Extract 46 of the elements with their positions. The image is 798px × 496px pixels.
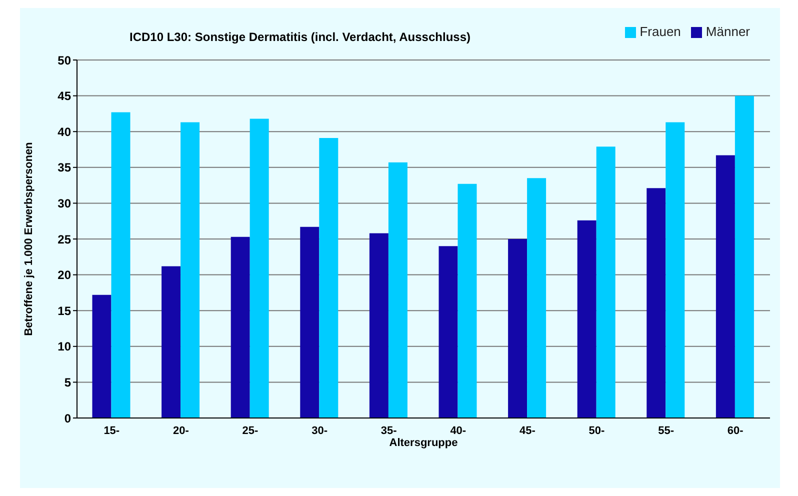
bar <box>319 138 338 418</box>
bar <box>92 294 112 418</box>
x-tick-label: 45- <box>519 424 536 437</box>
x-tick-label: 60- <box>727 424 744 437</box>
bar <box>388 162 408 418</box>
bar <box>577 220 596 418</box>
bar <box>646 188 666 418</box>
bar <box>527 178 546 418</box>
x-tick-label: 55- <box>658 424 674 437</box>
bar <box>734 96 754 418</box>
y-tick-label: 40 <box>58 124 72 139</box>
y-tick-label: 20 <box>58 268 72 282</box>
x-tick-label: 30- <box>312 424 328 437</box>
bar <box>458 184 477 418</box>
y-tick-label: 0 <box>64 411 72 426</box>
bar <box>111 112 130 418</box>
x-axis-title: Altersgruppe <box>389 437 458 449</box>
bar <box>180 122 200 418</box>
y-tick-label: 45 <box>58 89 72 104</box>
bar <box>438 246 458 418</box>
bar <box>508 239 528 418</box>
y-tick-label: 5 <box>64 375 72 390</box>
x-tick-label: 15- <box>104 424 120 437</box>
x-tick-label: 40- <box>450 424 466 437</box>
bar <box>250 118 269 418</box>
bar <box>230 236 250 418</box>
y-tick-label: 50 <box>58 53 72 68</box>
bar <box>596 146 616 418</box>
x-tick-label: 35- <box>380 424 398 437</box>
legend-label: Männer <box>706 24 750 39</box>
y-axis-title: Betroffene je 1.000 Erwerbspersonen <box>22 142 35 336</box>
bar <box>162 266 181 418</box>
chart-title: ICD10 L30: Sonstige Dermatitis (incl. Verdacht, Ausschluss) <box>128 30 472 44</box>
x-tick-label: 20- <box>172 424 190 437</box>
x-tick-label: 50- <box>588 424 606 437</box>
y-tick-label: 15 <box>58 304 72 318</box>
bar <box>666 122 685 418</box>
y-tick-label: 10 <box>58 340 72 354</box>
y-tick-label: 30 <box>58 196 72 210</box>
bar <box>369 233 388 418</box>
bar <box>716 155 735 418</box>
y-tick-label: 35 <box>58 160 72 175</box>
legend-label: Frauen <box>640 24 681 39</box>
bar <box>300 226 320 418</box>
x-tick-label: 25- <box>242 424 259 437</box>
y-tick-label: 25 <box>58 232 72 246</box>
